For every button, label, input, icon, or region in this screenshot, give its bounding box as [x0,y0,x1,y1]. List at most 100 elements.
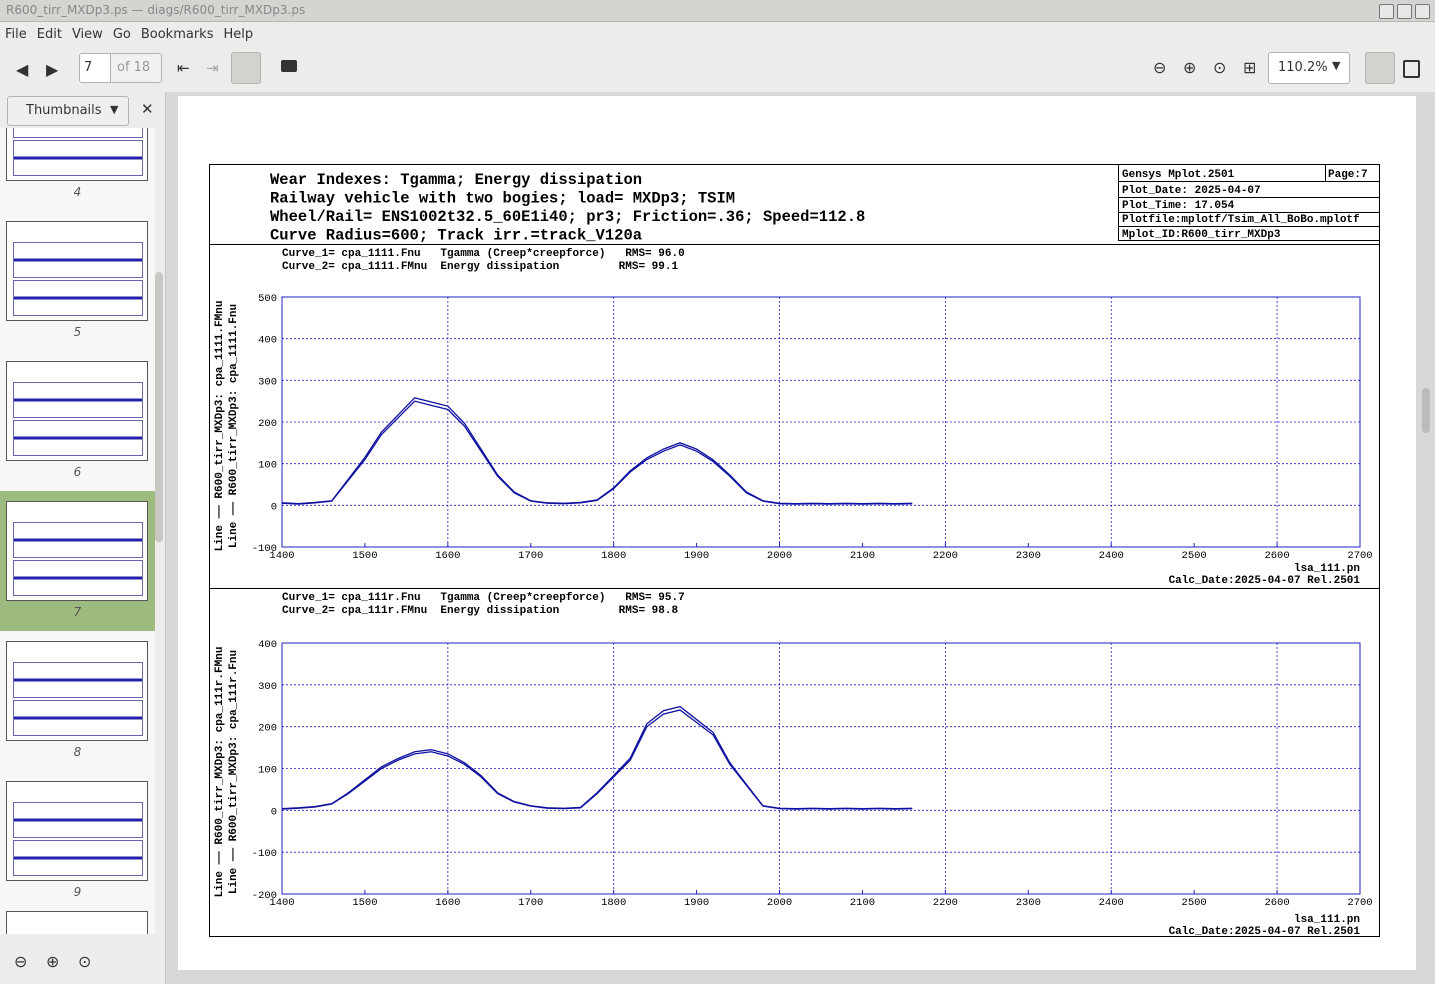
thumbnail-plot [13,802,143,838]
thumbnail[interactable]: 7 [0,491,155,631]
thumb-zoom-fit[interactable]: ⊙ [78,952,92,971]
minimize[interactable] [1379,4,1394,19]
maximize[interactable] [1397,4,1412,19]
thumbnail-label: 8 [73,745,82,759]
prev-page[interactable]: ⇤ [177,59,190,77]
page-count-box: of 18 [110,53,162,83]
thumbnail[interactable]: 5 [0,211,155,351]
menu-bar: File Edit View Go Bookmarks Help [0,22,1435,48]
y-tick-label: 100 [258,460,277,472]
menu-item[interactable]: Edit [36,27,62,42]
sidebar: Thumbnails ▼ ✕ 4 5 6 7 8 9 ⊖ ⊕ ⊙ [0,92,166,984]
back-button[interactable]: ◀ [16,60,29,79]
data-line [281,397,913,505]
thumbnail[interactable]: 4 [0,128,155,211]
dual-page[interactable] [1403,60,1420,78]
zoom-out[interactable]: ⊖ [1153,58,1167,77]
thumbnail-page [6,781,148,881]
close[interactable] [1415,4,1430,19]
x-tick-label: 2000 [767,550,792,562]
x-tick-label: 1800 [601,897,626,909]
x-tick-label: 1700 [518,550,543,562]
thumbnail-plot [13,128,143,138]
continuous-toggle[interactable] [1365,52,1395,84]
info-field: Plot_Time: 17.054 [1122,200,1235,212]
zoom-fit[interactable]: ⊙ [1213,58,1227,77]
y-tick-label: 300 [258,376,277,388]
menu-item[interactable]: View [71,27,103,42]
menu-item[interactable]: Bookmarks [140,27,214,42]
window-title: R600_tirr_MXDp3.ps — diags/R600_tirr_MXD… [6,3,306,17]
curve-annotation: Curve_2= cpa_111r.FMnu Energy dissipatio… [282,605,678,617]
toolbar: ◀ ▶ 7 of 18 ⇤ ⇥ ⊖ ⊕ ⊙ ⊞ 110.2% ▼ [0,48,1435,88]
thumbnail-list: 4 5 6 7 8 9 [0,128,155,934]
header-line: Wheel/Rail= ENS1002t32.5_60E1i40; pr3; F… [270,208,865,226]
thumbnail[interactable]: 6 [0,351,155,491]
footer-text: lsa_111.pn [1294,563,1360,575]
info-field: Plotfile:mplotf/Tsim_All_BoBo.mplotf [1122,214,1360,226]
curve-annotation: Curve_2= cpa_1111.FMnu Energy dissipatio… [282,261,678,273]
thumb-zoom-out[interactable]: ⊖ [14,952,28,971]
menu-item[interactable]: Go [112,27,131,42]
title-bar: R600_tirr_MXDp3.ps — diags/R600_tirr_MXD… [0,0,1435,22]
zoom-level: 110.2% [1278,60,1328,75]
zoom-page[interactable]: ⊞ [1243,58,1257,77]
thumb-zoom-in[interactable]: ⊕ [46,952,60,971]
zoom-in[interactable]: ⊕ [1183,58,1197,77]
thumbnail[interactable]: 8 [0,631,155,771]
footer-text: lsa_111.pn [1294,914,1360,926]
page-number: 7 [84,60,93,75]
sidebar-mode[interactable]: Thumbnails ▼ [7,96,129,126]
y-tick-label: 200 [258,418,277,430]
thumbnail-label: 5 [73,325,82,339]
x-tick-label: 1500 [352,897,377,909]
x-tick-label: 1800 [601,550,626,562]
x-tick-label: 2200 [933,897,958,909]
next-page[interactable]: ⇥ [206,59,219,77]
x-tick-label: 2600 [1264,897,1289,909]
info-field: Plot_Date: 2025-04-07 [1122,185,1261,197]
x-tick-label: 2200 [933,550,958,562]
menu-item[interactable]: File [5,27,27,42]
footer-text: Calc_Date:2025-04-07 Rel.2501 [1169,575,1361,587]
thumbnail-plot [13,420,143,456]
x-tick-label: 2400 [1099,897,1124,909]
y-tick-label: 300 [258,681,277,693]
y-tick-label: 200 [258,723,277,735]
thumbnail-plot [13,662,143,698]
info-field: Page:7 [1328,169,1368,181]
curve-annotation: Curve_1= cpa_1111.Fnu Tgamma (Creep*cree… [282,248,685,260]
x-tick-label: 2300 [1016,550,1041,562]
y-tick-label: 0 [271,501,277,513]
x-tick-label: 1500 [352,550,377,562]
header-line: Railway vehicle with two bogies; load= M… [270,190,735,208]
page-entry[interactable]: 7 [79,53,111,83]
thumbnail-plot [13,522,143,558]
x-tick-label: 2100 [850,897,875,909]
x-tick-label: 1900 [684,550,709,562]
sidebar-close[interactable]: ✕ [141,100,154,118]
x-tick-label: 2300 [1016,897,1041,909]
x-tick-label: 1400 [269,550,294,562]
y-tick-label: 100 [258,765,277,777]
zoom-combo[interactable]: 110.2% ▼ [1268,52,1350,84]
doc-scrollbar [1422,388,1430,433]
x-tick-label: 1600 [435,550,460,562]
y-tick-label: -100 [252,848,277,860]
forward-button[interactable]: ▶ [46,60,59,79]
x-tick-label: 2400 [1099,550,1124,562]
thumbnail-page [6,641,148,741]
menu-item[interactable]: Help [223,27,254,42]
sidebar-toggle[interactable] [231,52,261,84]
thumbnail-plot [13,242,143,278]
print-button[interactable] [281,60,297,72]
thumbnail[interactable]: 9 [0,771,155,911]
header-line: Wear Indexes: Tgamma; Energy dissipation [270,171,642,189]
series-label: Line —— R600_tirr_MXDp3: cpa_111r.FMnu [214,647,226,898]
thumbnail-label: 6 [73,465,82,479]
thumbnail-page [6,501,148,601]
x-tick-label: 2500 [1182,897,1207,909]
thumbnail-plot [13,280,143,316]
x-tick-label: 1600 [435,897,460,909]
